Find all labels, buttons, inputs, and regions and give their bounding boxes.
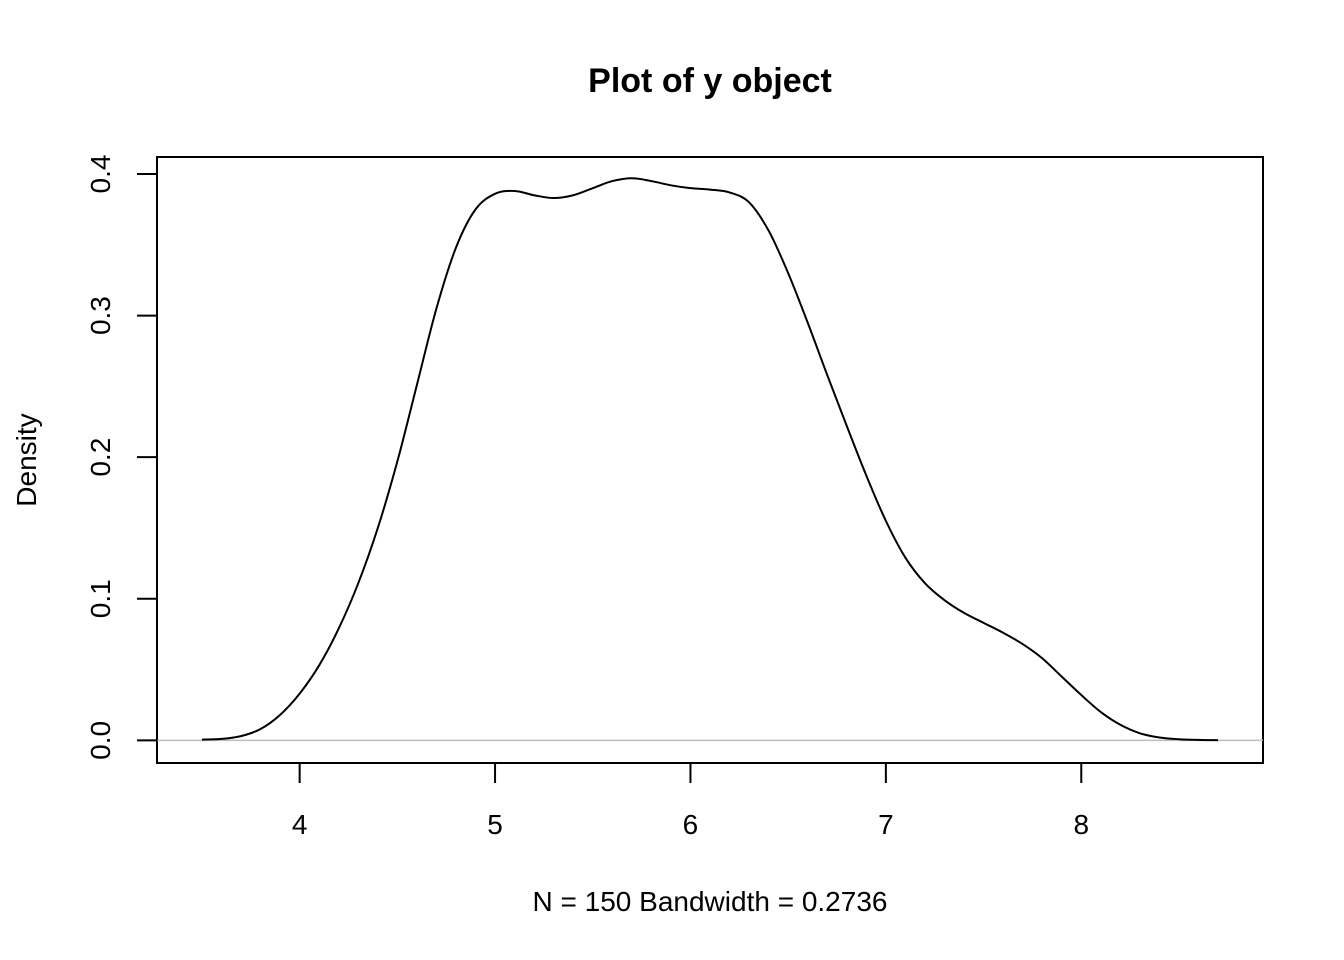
plot-frame: [156, 156, 1264, 764]
x-tick-label: 4: [292, 809, 308, 840]
x-tick-label: 8: [1073, 809, 1089, 840]
y-tick-label: 0.1: [85, 579, 116, 618]
x-axis-label: N = 150 Bandwidth = 0.2736: [533, 886, 888, 917]
density-curve: [201, 177, 1219, 742]
y-tick-label: 0.2: [85, 438, 116, 477]
y-tick-label: 0.0: [85, 721, 116, 760]
y-axis: 0.0 0.1 0.2 0.3 0.4: [85, 155, 158, 760]
x-tick-label: 5: [487, 809, 503, 840]
y-tick-label: 0.4: [85, 155, 116, 194]
y-axis-label: Density: [11, 413, 42, 506]
x-tick-label: 6: [683, 809, 699, 840]
x-tick-label: 7: [878, 809, 894, 840]
chart-title: Plot of y object: [588, 62, 832, 100]
line-layer: [201, 177, 1219, 742]
y-tick-label: 0.3: [85, 296, 116, 335]
x-axis: 4 5 6 7 8: [292, 762, 1089, 840]
